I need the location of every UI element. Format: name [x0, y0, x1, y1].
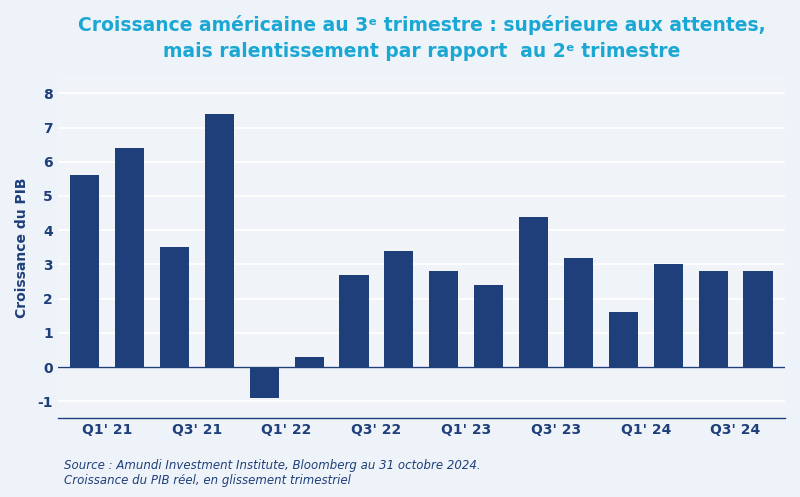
- Bar: [519, 217, 548, 367]
- Title: Croissance américaine au 3ᵉ trimestre : supérieure aux attentes,
mais ralentisse: Croissance américaine au 3ᵉ trimestre : …: [78, 15, 765, 61]
- Bar: [294, 357, 324, 367]
- Bar: [564, 257, 593, 367]
- Bar: [430, 271, 458, 367]
- Bar: [474, 285, 503, 367]
- Bar: [743, 271, 773, 367]
- Bar: [115, 148, 144, 367]
- Bar: [339, 275, 369, 367]
- Bar: [698, 271, 728, 367]
- Y-axis label: Croissance du PIB: Croissance du PIB: [15, 177, 29, 318]
- Bar: [205, 114, 234, 367]
- Text: Source : Amundi Investment Institute, Bloomberg au 31 octobre 2024.
Croissance d: Source : Amundi Investment Institute, Bl…: [64, 459, 481, 487]
- Bar: [70, 175, 99, 367]
- Bar: [654, 264, 683, 367]
- Bar: [160, 248, 189, 367]
- Bar: [609, 312, 638, 367]
- Bar: [384, 250, 414, 367]
- Bar: [250, 367, 279, 398]
